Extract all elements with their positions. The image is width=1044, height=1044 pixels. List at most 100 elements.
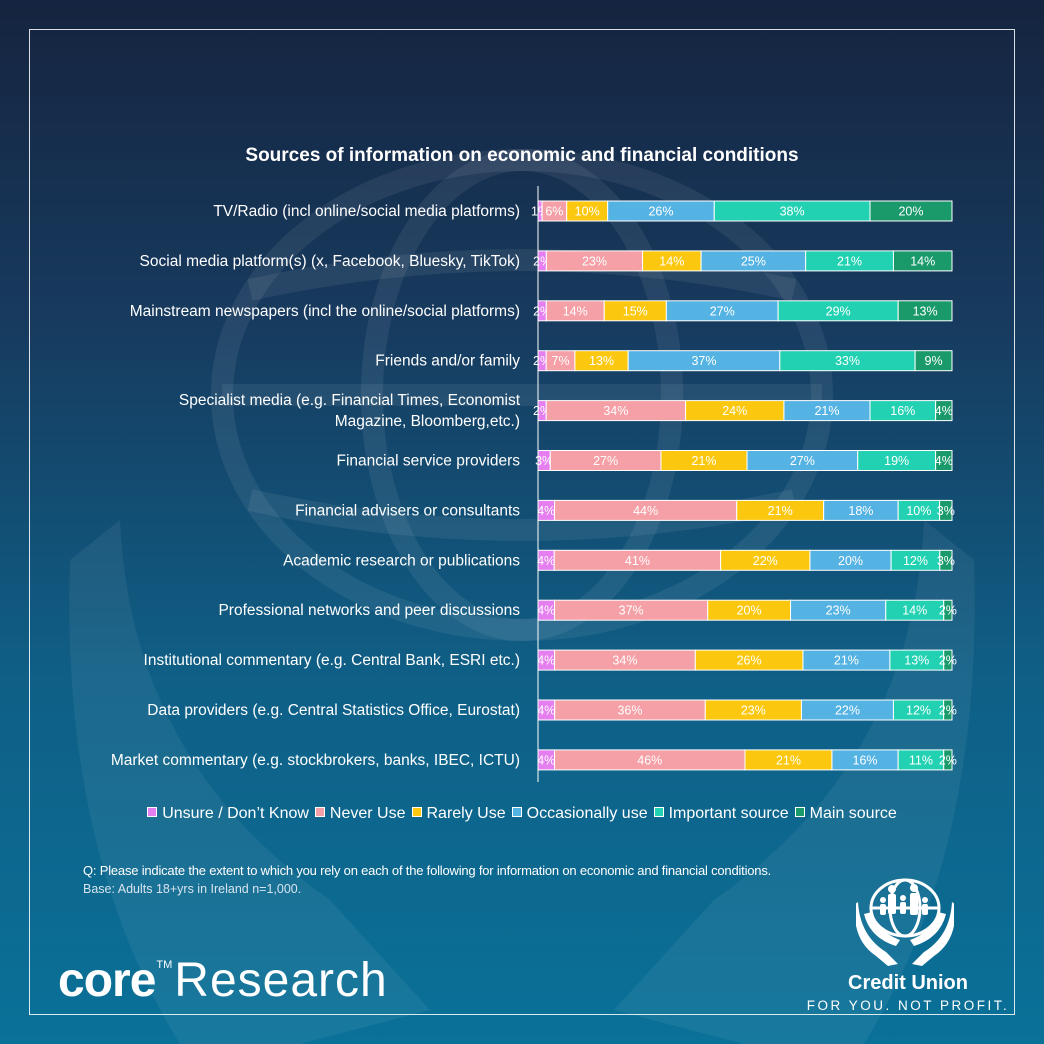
data-label: 20% bbox=[898, 205, 923, 219]
data-label: 36% bbox=[617, 704, 642, 718]
data-label: 22% bbox=[753, 554, 778, 568]
stacked-bar-chart: TV/Radio (incl online/social media platf… bbox=[111, 200, 957, 771]
bar-segment bbox=[943, 749, 953, 771]
category-label: Data providers (e.g. Central Statistics … bbox=[147, 702, 520, 719]
legend-item: Never Use bbox=[314, 805, 406, 823]
bar-segment bbox=[939, 549, 953, 571]
data-label: 4% bbox=[935, 404, 953, 418]
legend-label: Main source bbox=[809, 805, 897, 822]
data-label: 16% bbox=[890, 404, 915, 418]
category-label: Institutional commentary (e.g. Central B… bbox=[144, 652, 520, 669]
data-label: 14% bbox=[563, 304, 588, 318]
data-label: 11% bbox=[909, 753, 933, 767]
data-label: 21% bbox=[814, 404, 839, 418]
data-label: 21% bbox=[768, 504, 793, 518]
data-label: 14% bbox=[902, 604, 927, 618]
data-label: 2% bbox=[939, 654, 957, 668]
data-label: 44% bbox=[633, 504, 658, 518]
bar-segment bbox=[935, 450, 953, 471]
legend-swatch bbox=[147, 807, 158, 817]
data-label: 10% bbox=[906, 504, 931, 518]
data-label: 14% bbox=[659, 254, 684, 268]
legend-item: Unsure / Don’t Know bbox=[147, 805, 309, 823]
data-label: 37% bbox=[691, 354, 716, 368]
category-label: Financial service providers bbox=[337, 453, 521, 470]
data-label: 26% bbox=[648, 205, 673, 219]
data-label: 4% bbox=[537, 504, 555, 518]
bar-segment bbox=[897, 300, 953, 322]
legend-swatch bbox=[511, 807, 522, 817]
data-label: 34% bbox=[612, 654, 637, 668]
data-label: 23% bbox=[741, 704, 766, 718]
data-label: 27% bbox=[593, 454, 618, 468]
data-label: 10% bbox=[575, 205, 600, 219]
data-label: 4% bbox=[537, 704, 555, 718]
data-label: 33% bbox=[835, 354, 860, 368]
core-logo-trademark: TM bbox=[156, 959, 173, 971]
legend-item: Important source bbox=[653, 805, 789, 823]
data-label: 13% bbox=[904, 654, 929, 668]
data-label: 19% bbox=[884, 454, 909, 468]
data-label: 46% bbox=[637, 753, 662, 767]
data-label: 22% bbox=[835, 704, 860, 718]
data-label: 21% bbox=[834, 654, 859, 668]
data-label: 23% bbox=[582, 254, 607, 268]
bar-segment bbox=[892, 250, 953, 272]
data-label: 34% bbox=[603, 404, 628, 418]
data-label: 7% bbox=[552, 354, 570, 368]
legend-swatch bbox=[411, 807, 422, 817]
data-label: 20% bbox=[838, 554, 863, 568]
category-label: Professional networks and peer discussio… bbox=[218, 602, 520, 619]
legend-item: Rarely Use bbox=[411, 805, 506, 823]
category-label: Social media platform(s) (x, Facebook, B… bbox=[140, 253, 520, 270]
bar-segment bbox=[939, 499, 953, 521]
category-label: Mainstream newspapers (incl the online/s… bbox=[130, 303, 520, 320]
data-label: 3% bbox=[535, 454, 553, 468]
data-label: 20% bbox=[737, 604, 762, 618]
bar-segment bbox=[935, 400, 953, 422]
category-label: Academic research or publications bbox=[283, 552, 520, 569]
core-logo-research: Research bbox=[174, 954, 388, 1007]
data-label: 18% bbox=[848, 504, 873, 518]
content-frame bbox=[29, 29, 1015, 1015]
credit-union-name: Credit Union bbox=[848, 972, 968, 994]
data-label: 4% bbox=[935, 454, 953, 468]
legend-label: Never Use bbox=[329, 805, 406, 822]
legend-item: Main source bbox=[794, 805, 897, 823]
core-research-logo: coreTMResearch bbox=[58, 935, 388, 1011]
data-label: 3% bbox=[937, 554, 955, 568]
data-label: 27% bbox=[710, 304, 735, 318]
legend-swatch bbox=[314, 807, 325, 817]
category-label: Friends and/or family bbox=[375, 353, 520, 370]
data-label: 21% bbox=[837, 254, 862, 268]
data-label: 13% bbox=[589, 354, 614, 368]
bar-segment bbox=[869, 200, 953, 222]
data-label: 29% bbox=[826, 304, 851, 318]
category-label: TV/Radio (incl online/social media platf… bbox=[213, 203, 520, 220]
legend-swatch bbox=[653, 807, 664, 817]
question-footnote: Q: Please indicate the extent to which y… bbox=[83, 863, 772, 878]
data-label: 4% bbox=[537, 654, 555, 668]
bar-segment bbox=[943, 599, 953, 621]
chart-legend: Unsure / Don’t Know Never Use Rarely Use Oc… bbox=[0, 805, 1044, 823]
legend-item: Occasionally use bbox=[511, 805, 648, 823]
data-label: 24% bbox=[722, 404, 747, 418]
bar-segment bbox=[943, 649, 953, 671]
data-label: 41% bbox=[625, 554, 650, 568]
data-label: 15% bbox=[623, 304, 648, 318]
bar-segment bbox=[914, 350, 953, 372]
credit-union-hands-family-globe-icon bbox=[856, 878, 954, 966]
category-label: Specialist media (e.g. Financial Times, … bbox=[179, 392, 521, 430]
data-label: 25% bbox=[741, 254, 766, 268]
legend-label: Important source bbox=[668, 805, 789, 822]
data-label: 23% bbox=[826, 604, 851, 618]
data-label: 6% bbox=[545, 205, 563, 219]
data-label: 21% bbox=[776, 753, 801, 767]
category-label: Financial advisers or consultants bbox=[295, 502, 520, 519]
data-label: 4% bbox=[537, 753, 555, 767]
category-label: Market commentary (e.g. stockbrokers, ba… bbox=[111, 752, 520, 769]
data-label: 21% bbox=[691, 454, 716, 468]
data-label: 26% bbox=[737, 654, 762, 668]
base-footnote: Base: Adults 18+yrs in Ireland n=1,000. bbox=[83, 882, 302, 896]
legend-label: Occasionally use bbox=[526, 805, 648, 822]
